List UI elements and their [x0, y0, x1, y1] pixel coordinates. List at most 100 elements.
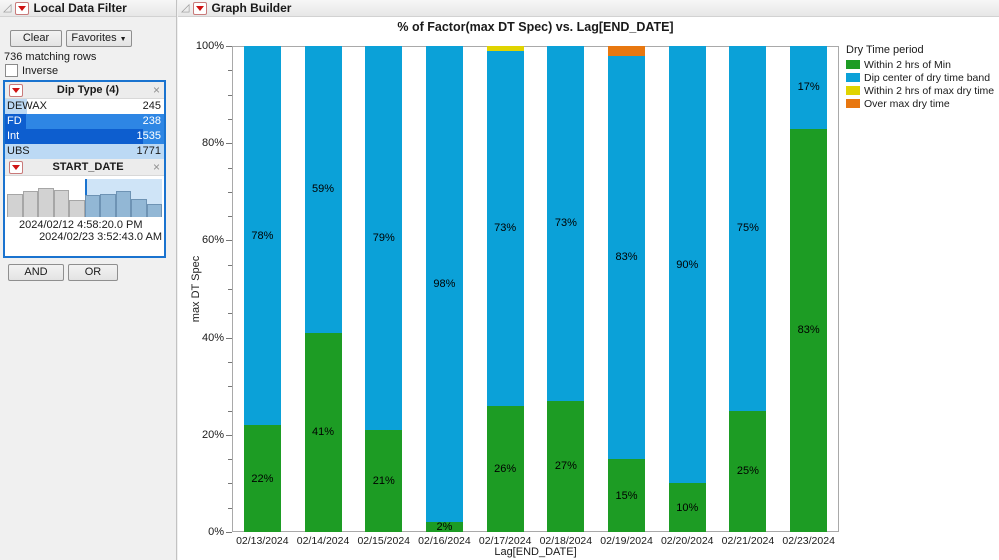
- histogram-bar[interactable]: [22, 191, 38, 217]
- bar-segment[interactable]: 78%: [243, 46, 281, 426]
- histogram-bar[interactable]: [100, 194, 116, 217]
- bar-segment[interactable]: [608, 46, 646, 56]
- y-axis-tick: [228, 70, 232, 72]
- y-axis-tick: [228, 94, 232, 96]
- close-icon[interactable]: ×: [152, 83, 160, 97]
- bar-segment[interactable]: 27%: [547, 400, 585, 532]
- histogram-bar[interactable]: [53, 190, 69, 217]
- panel-title: Local Data Filter: [33, 1, 127, 15]
- bar-segment[interactable]: 2%: [425, 521, 463, 533]
- matching-rows-status: 736 matching rows: [4, 51, 97, 63]
- panel-title: Graph Builder: [211, 1, 292, 15]
- bar-segment-label: 22%: [251, 472, 274, 485]
- legend-swatch[interactable]: [846, 86, 860, 95]
- bar-segment[interactable]: 15%: [608, 459, 646, 532]
- dip-row-count: 238: [142, 115, 161, 127]
- y-tick-label: 20%: [201, 428, 224, 441]
- favorites-button[interactable]: Favorites ▼: [66, 30, 132, 47]
- stacked-bar: 27% 73%: [547, 46, 585, 532]
- start-date-max: 2024/02/23 3:52:43.0 AM: [39, 231, 162, 243]
- and-button[interactable]: AND: [8, 264, 64, 281]
- y-axis-tick: [226, 46, 232, 47]
- histogram-bar[interactable]: [84, 195, 100, 217]
- bar-segment[interactable]: 79%: [365, 46, 403, 430]
- bar-segment-label: 98%: [433, 278, 456, 291]
- bar-segment[interactable]: 10%: [668, 483, 706, 532]
- x-tick-label: 02/19/2024: [600, 535, 653, 547]
- bar-segment[interactable]: 22%: [243, 425, 281, 532]
- bar-segment[interactable]: 83%: [608, 55, 646, 460]
- bar-segment[interactable]: 75%: [729, 46, 767, 411]
- bar-segment[interactable]: [486, 46, 524, 51]
- dip-type-title: Dip Type (4): [56, 84, 120, 96]
- start-date-header: START_DATE ×: [5, 159, 164, 176]
- or-button[interactable]: OR: [68, 264, 118, 281]
- red-triangle-icon: [196, 5, 205, 11]
- y-axis-tick: [228, 483, 232, 485]
- start-date-histogram[interactable]: [7, 179, 162, 217]
- bar-segment[interactable]: 17%: [790, 46, 828, 129]
- histogram-bar[interactable]: [69, 199, 85, 217]
- y-axis-tick: [226, 143, 232, 145]
- bar-segment[interactable]: 59%: [304, 46, 342, 333]
- red-triangle-menu-button[interactable]: [9, 160, 23, 174]
- bar-segment[interactable]: 90%: [668, 46, 706, 484]
- stacked-bar: 21% 79%: [365, 46, 403, 532]
- bar-segment[interactable]: 98%: [425, 46, 463, 523]
- red-triangle-icon: [18, 5, 27, 11]
- histogram-bar[interactable]: [38, 188, 54, 217]
- bar-segment[interactable]: 83%: [790, 128, 828, 532]
- bar-segment-label: 25%: [736, 465, 759, 478]
- collapse-triangle-icon[interactable]: ◿: [3, 1, 12, 14]
- bar-segment-label: 17%: [797, 81, 820, 94]
- histogram-bar[interactable]: [146, 204, 162, 217]
- histogram-bar[interactable]: [115, 190, 131, 217]
- dip-type-row[interactable]: Int 1535: [5, 129, 164, 144]
- dip-type-header: Dip Type (4) ×: [5, 82, 164, 99]
- legend-swatch[interactable]: [846, 99, 860, 108]
- dip-row-label: Int: [7, 130, 20, 142]
- dip-type-row[interactable]: DEWAX 245: [5, 99, 164, 114]
- legend-swatch[interactable]: [846, 73, 860, 82]
- dip-type-row[interactable]: UBS 1771: [5, 144, 164, 159]
- bar-segment[interactable]: 25%: [729, 410, 767, 532]
- x-tick-label: 02/15/2024: [357, 535, 411, 547]
- dip-row-label: UBS: [7, 145, 30, 157]
- bar-segment[interactable]: 26%: [486, 405, 524, 532]
- x-axis-label: Lag[END_DATE]: [494, 546, 577, 558]
- bar-segment[interactable]: 73%: [547, 46, 585, 401]
- clear-button[interactable]: Clear: [10, 30, 62, 47]
- dip-type-list: DEWAX 245 FD 238 Int 1535 UBS 1771: [5, 99, 164, 159]
- stacked-bar: 26% 73%: [486, 46, 524, 532]
- legend-swatch[interactable]: [846, 60, 860, 69]
- bar-segment-label: 90%: [676, 258, 699, 271]
- bar-segment[interactable]: 41%: [304, 332, 342, 532]
- y-axis-tick: [228, 313, 232, 315]
- graph-builder-header: ◿ Graph Builder: [178, 0, 999, 17]
- bar-segment-label: 79%: [372, 231, 395, 244]
- stacked-bar: 15% 83%: [608, 46, 646, 532]
- legend-label: Over max dry time: [864, 97, 950, 110]
- histogram-bar[interactable]: [131, 198, 147, 217]
- local-data-filter-panel: ◿ Local Data Filter Clear Favorites ▼ 736…: [0, 0, 177, 560]
- legend-item: Over max dry time: [846, 97, 998, 110]
- graph-panel: ◿ Graph Builder % of Factor(max DT Spec)…: [178, 0, 999, 560]
- red-triangle-menu-button[interactable]: [193, 1, 208, 15]
- collapse-triangle-icon[interactable]: ◿: [181, 1, 190, 14]
- bar-segment[interactable]: 21%: [365, 429, 403, 532]
- bar-segment[interactable]: 73%: [486, 50, 524, 406]
- stacked-bar: 83% 17%: [790, 46, 828, 532]
- inverse-checkbox[interactable]: [5, 64, 18, 77]
- legend-items: Within 2 hrs of Min Dip center of dry tim…: [846, 58, 998, 110]
- red-triangle-menu-button[interactable]: [15, 1, 30, 15]
- legend-label: Within 2 hrs of Min: [864, 58, 951, 71]
- y-tick-label: 60%: [201, 234, 224, 247]
- filter-group-box: Dip Type (4) × DEWAX 245 FD 238 Int 1535 UBS 17…: [3, 80, 166, 258]
- histogram-bar[interactable]: [7, 194, 23, 217]
- dip-type-row[interactable]: FD 238: [5, 114, 164, 129]
- red-triangle-menu-button[interactable]: [9, 83, 23, 97]
- y-axis-tick: [228, 118, 232, 120]
- close-icon[interactable]: ×: [152, 160, 160, 174]
- y-axis-tick: [228, 459, 232, 461]
- start-date-title: START_DATE: [52, 161, 124, 173]
